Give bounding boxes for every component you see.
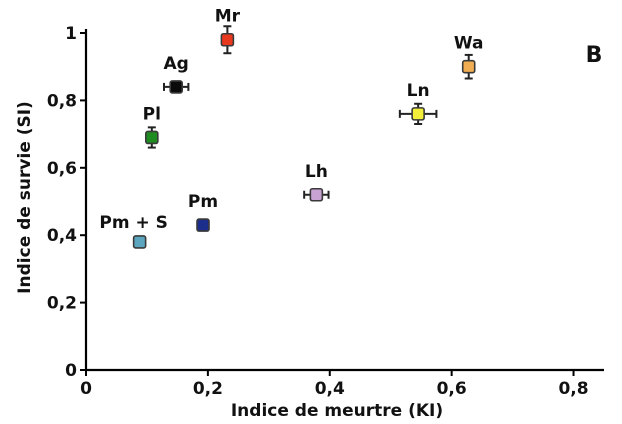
data-marker: [220, 32, 235, 47]
point-lh: Lh: [303, 162, 330, 202]
y-tick-label: 0,2: [47, 294, 77, 314]
y-axis-title: Indice de survie (SI): [15, 101, 35, 294]
point-pm: Pm: [188, 192, 218, 232]
data-marker: [169, 80, 183, 94]
data-marker: [309, 187, 324, 202]
point-pl: Pl: [143, 104, 161, 149]
ticks: 0 0,2 0,4 0,6 0,8 0 0,2 0,4 0,6 0,8 1: [47, 24, 589, 399]
point-ag: Ag: [163, 54, 190, 94]
point-label: Mr: [215, 7, 241, 27]
data-marker: [132, 235, 147, 249]
x-tick-label: 0,2: [193, 379, 223, 399]
point-label: Wa: [454, 34, 484, 54]
point-label: Ag: [164, 54, 189, 74]
point-label: Pl: [143, 104, 161, 124]
point-label: Lh: [305, 162, 328, 182]
x-tick-label: 0,6: [437, 379, 467, 399]
y-tick-label: 0,6: [47, 159, 77, 179]
point-label: Ln: [407, 81, 430, 101]
data-marker: [461, 59, 476, 74]
panel-label: B: [586, 43, 603, 68]
axes: [84, 29, 604, 372]
data-marker: [196, 218, 210, 232]
point-ln: Ln: [398, 81, 438, 125]
point-label: Pm + S: [99, 213, 168, 233]
y-tick-label: 0,8: [47, 91, 77, 111]
y-tick-label: 0,4: [47, 226, 77, 246]
y-tick-label: 1: [65, 24, 77, 44]
point-label: Pm: [188, 192, 218, 212]
x-tick-label: 0,8: [558, 379, 588, 399]
y-tick-label: 0: [65, 361, 77, 381]
point-wa: Wa: [454, 34, 484, 80]
point-pm-s: Pm + S: [99, 213, 168, 249]
data-points: Mr Ag Pl Pm Pm + S Lh Ln Wa: [99, 7, 484, 249]
data-marker: [411, 107, 425, 121]
x-axis-title: Indice de meurtre (KI): [231, 401, 443, 421]
x-tick-label: 0: [80, 379, 92, 399]
point-mr: Mr: [215, 7, 241, 55]
x-tick-label: 0,4: [315, 379, 345, 399]
data-marker: [145, 130, 159, 145]
